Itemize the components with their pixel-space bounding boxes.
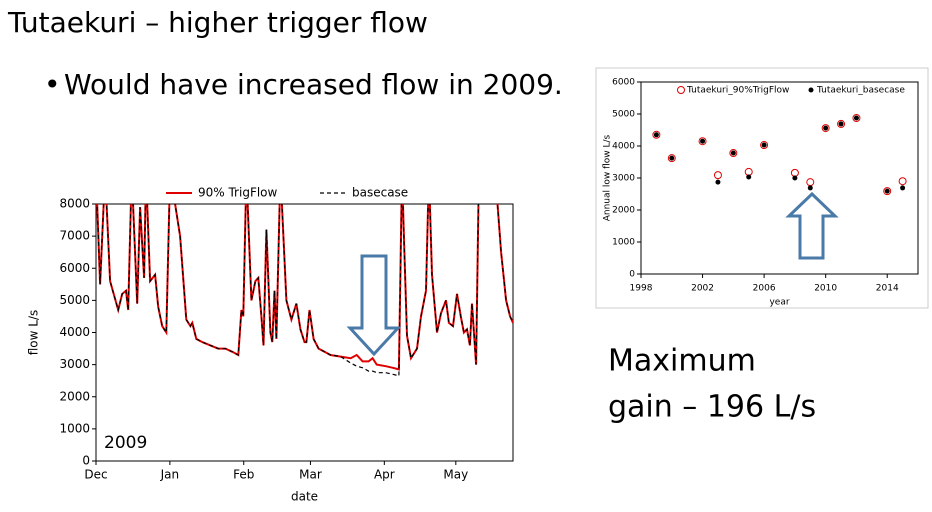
point xyxy=(760,141,769,150)
line xyxy=(96,204,513,377)
x-axis-label: year xyxy=(769,298,789,308)
note: gain – 196 L/s xyxy=(608,390,816,425)
arrow-up xyxy=(785,191,839,260)
x-tick-label: 2002 xyxy=(691,284,714,294)
bullet-dot: • xyxy=(44,68,61,101)
bullet-text: Would have increased flow in 2009. xyxy=(64,68,563,101)
arrow-down xyxy=(346,254,402,357)
chart-frame xyxy=(595,67,929,309)
y-axis-label: flow L/s xyxy=(27,310,41,356)
point xyxy=(898,177,907,186)
plot-area xyxy=(95,203,514,462)
y-tick-label: 8000 xyxy=(59,197,90,211)
x-tick-label: Apr xyxy=(374,468,395,482)
point xyxy=(730,150,736,156)
legend-label: basecase xyxy=(352,186,408,200)
x-tick-label: 2006 xyxy=(753,284,776,294)
point xyxy=(652,130,661,139)
x-tick-label: Jan xyxy=(160,468,180,482)
y-tick-label: 7000 xyxy=(59,229,90,243)
y-tick-label: 5000 xyxy=(612,110,635,120)
y-tick-label: 5000 xyxy=(59,293,90,307)
legend-label: Tutaekuri_basecase xyxy=(816,86,905,96)
note: Maximum xyxy=(608,344,756,379)
y-tick-label: 6000 xyxy=(59,261,90,275)
point xyxy=(883,187,892,196)
y-axis-label: Annual low flow L/s xyxy=(603,134,613,221)
x-tick-label: Dec xyxy=(84,468,107,482)
legend-marker xyxy=(677,86,685,94)
point xyxy=(713,171,722,180)
legend-label: 90% TrigFlow xyxy=(198,186,278,200)
point xyxy=(900,185,906,191)
point xyxy=(698,137,707,146)
x-tick-label: Feb xyxy=(233,468,254,482)
point xyxy=(792,175,798,181)
x-tick-label: Mar xyxy=(299,468,322,482)
y-tick-label: 2000 xyxy=(59,389,90,403)
y-tick-label: 4000 xyxy=(59,325,90,339)
point xyxy=(667,154,676,163)
line xyxy=(96,204,513,371)
point xyxy=(669,155,675,161)
point xyxy=(746,174,752,180)
y-tick-label: 3000 xyxy=(59,357,90,371)
y-tick-label: 2000 xyxy=(612,206,635,216)
point xyxy=(761,142,767,148)
point xyxy=(744,167,753,176)
point xyxy=(729,149,738,158)
point xyxy=(853,115,859,121)
annotation: 2009 xyxy=(104,433,147,453)
x-tick-label: May xyxy=(443,468,468,482)
point xyxy=(700,138,706,144)
plot-area xyxy=(640,81,919,275)
point xyxy=(852,114,861,122)
y-tick-label: 6000 xyxy=(612,78,635,88)
y-tick-label: 3000 xyxy=(612,174,635,184)
point xyxy=(653,132,659,138)
point xyxy=(884,188,890,194)
point xyxy=(823,125,829,131)
point xyxy=(821,124,830,133)
x-tick-label: 2014 xyxy=(876,284,899,294)
point xyxy=(715,179,721,185)
y-tick-label: 4000 xyxy=(612,142,635,152)
y-tick-label: 1000 xyxy=(612,238,635,248)
point xyxy=(807,185,813,191)
slide-title: Tutaekuri – higher trigger flow xyxy=(7,6,428,39)
y-tick-label: 1000 xyxy=(59,421,90,435)
point xyxy=(790,168,799,177)
y-tick-label: 0 xyxy=(82,454,90,468)
point xyxy=(838,121,844,127)
y-tick-label: 0 xyxy=(629,270,635,280)
x-tick-label: 2010 xyxy=(814,284,837,294)
legend-label: Tutaekuri_90%TrigFlow xyxy=(686,86,789,96)
point xyxy=(806,178,815,187)
point xyxy=(837,119,846,128)
x-axis-label: date xyxy=(291,490,318,504)
legend-marker xyxy=(808,87,814,93)
x-tick-label: 1998 xyxy=(630,284,653,294)
